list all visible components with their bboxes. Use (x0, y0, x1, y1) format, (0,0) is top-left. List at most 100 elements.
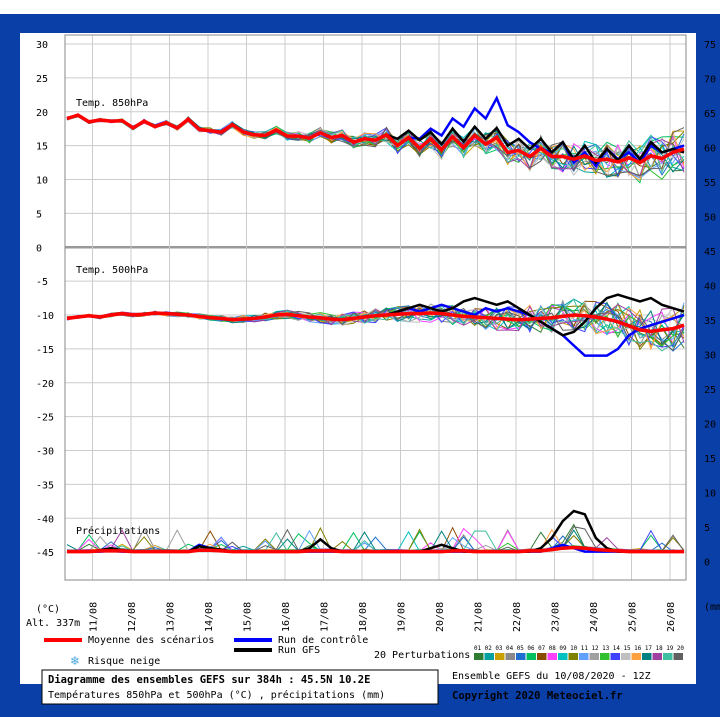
x-tick-label: 17/08 (320, 602, 331, 632)
series-layer (66, 95, 685, 554)
perturbation-swatch (600, 653, 610, 660)
x-axis-ticks: 11/08 12/08 13/08 14/08 15/08 16/08 17/08 18/08… (89, 602, 678, 632)
x-tick-label: 24/08 (589, 602, 600, 632)
altitude-label: Alt. 337m (26, 618, 80, 629)
right-tick-label: 10 (704, 489, 716, 500)
footer-copyright: Copyright 2020 Meteociel.fr (452, 690, 623, 702)
left-tick-label: 5 (36, 209, 42, 220)
perturbation-swatch (568, 653, 578, 660)
perturbation-swatch (610, 653, 620, 660)
precip-mean-line (67, 545, 684, 554)
left-tick-label: -40 (36, 514, 54, 525)
legend-control-label: Run de contrôle (278, 634, 368, 646)
perturbation-swatch (558, 653, 568, 660)
perturbation-swatch (547, 653, 557, 660)
left-tick-label: -25 (36, 413, 54, 424)
left-tick-label: -35 (36, 480, 54, 491)
left-tick-label: 20 (36, 108, 48, 119)
plot-area (20, 33, 696, 684)
left-tick-label: -15 (36, 345, 54, 356)
x-tick-label: 25/08 (628, 602, 639, 632)
right-axis-unit: (mm (704, 602, 720, 613)
legend: Moyenne des scénarios Run de contrôle Ru… (44, 634, 684, 668)
left-tick-label: -20 (36, 379, 54, 390)
x-tick-label: 16/08 (281, 602, 292, 632)
right-tick-label: 45 (704, 247, 716, 258)
perturbation-swatch (579, 653, 589, 660)
left-tick-label: 15 (36, 142, 48, 153)
x-tick-label: 13/08 (166, 602, 177, 632)
x-tick-label: 22/08 (512, 602, 523, 632)
footer-title: Diagramme des ensembles GEFS sur 384h : … (48, 674, 370, 686)
right-tick-label: 65 (704, 109, 716, 120)
right-tick-label: 15 (704, 454, 716, 465)
legend-snow-label: Risque neige (88, 656, 160, 667)
x-tick-label: 26/08 (666, 602, 677, 632)
right-tick-label: 75 (704, 40, 716, 51)
panel-label-t850: Temp. 850hPa (76, 98, 148, 109)
perturbation-swatch (589, 653, 599, 660)
perturbation-swatch (537, 653, 547, 660)
perturbation-swatch (652, 653, 662, 660)
perturbation-swatch (621, 653, 631, 660)
perturbation-swatch (631, 653, 641, 660)
x-tick-label: 12/08 (127, 602, 138, 632)
perturbation-swatch (673, 653, 683, 660)
right-tick-label: 5 (704, 523, 710, 534)
left-tick-label: 30 (36, 40, 48, 51)
panel-label-precip: Précipitations (76, 525, 160, 537)
x-tick-label: 23/08 (551, 602, 562, 632)
footer-subtitle: Températures 850hPa et 500hPa (°C) , pré… (48, 689, 385, 701)
perturbation-swatch (505, 653, 515, 660)
perturbation-swatch (474, 653, 484, 660)
x-tick-label: 21/08 (474, 602, 485, 632)
left-tick-label: -30 (36, 447, 54, 458)
t850-mean-line (66, 113, 685, 165)
left-axis-ticks: 30 25 20 15 10 5 0 -5 -10 -15 -20 -25 -30 -35 -40 -45 (36, 40, 54, 559)
x-tick-label: 18/08 (358, 602, 369, 632)
perturbation-swatches (474, 653, 683, 660)
legend-gfs-label: Run GFS (278, 645, 320, 656)
left-tick-label: -10 (36, 311, 54, 322)
left-tick-label: 25 (36, 74, 48, 85)
perturbation-swatch (526, 653, 536, 660)
right-tick-label: 60 (704, 144, 716, 155)
x-tick-label: 19/08 (397, 602, 408, 632)
perturbation-swatch (495, 653, 505, 660)
legend-perturbations-label: 20 Perturbations (374, 650, 470, 661)
left-tick-label: -5 (36, 277, 48, 288)
right-tick-label: 55 (704, 178, 716, 189)
x-tick-label: 14/08 (204, 602, 215, 632)
perturbation-swatch (516, 653, 526, 660)
right-tick-label: 70 (704, 75, 716, 86)
right-tick-label: 0 (704, 558, 710, 569)
footer: Diagramme des ensembles GEFS sur 384h : … (41, 669, 651, 705)
plot-border (64, 34, 687, 581)
right-tick-label: 20 (704, 420, 716, 431)
legend-mean-label: Moyenne des scénarios (88, 634, 214, 646)
t500-mean-line (66, 311, 685, 334)
left-tick-label: 0 (36, 243, 42, 254)
right-tick-label: 50 (704, 213, 716, 224)
perturbation-swatch (484, 653, 494, 660)
right-tick-label: 40 (704, 282, 716, 293)
legend-perturbation-numbers: 01 02 03 04 05 06 07 08 09 10 11 12 13 1… (474, 645, 684, 652)
panel-label-t500: Temp. 500hPa (76, 265, 148, 276)
x-tick-label: 15/08 (243, 602, 254, 632)
right-tick-label: 35 (704, 316, 716, 327)
perturbation-swatch (663, 653, 673, 660)
left-tick-label: 10 (36, 176, 48, 187)
footer-title-box (41, 669, 439, 705)
x-tick-label: 11/08 (89, 602, 100, 632)
perturbation-swatch (642, 653, 652, 660)
right-tick-label: 25 (704, 385, 716, 396)
left-tick-label: -45 (36, 548, 54, 559)
footer-run: Ensemble GEFS du 10/08/2020 - 12Z (452, 671, 651, 682)
snowflake-icon: ❄ (70, 654, 80, 668)
right-tick-label: 30 (704, 351, 716, 362)
left-axis-unit: (°C) (36, 604, 60, 615)
x-tick-label: 20/08 (435, 602, 446, 632)
